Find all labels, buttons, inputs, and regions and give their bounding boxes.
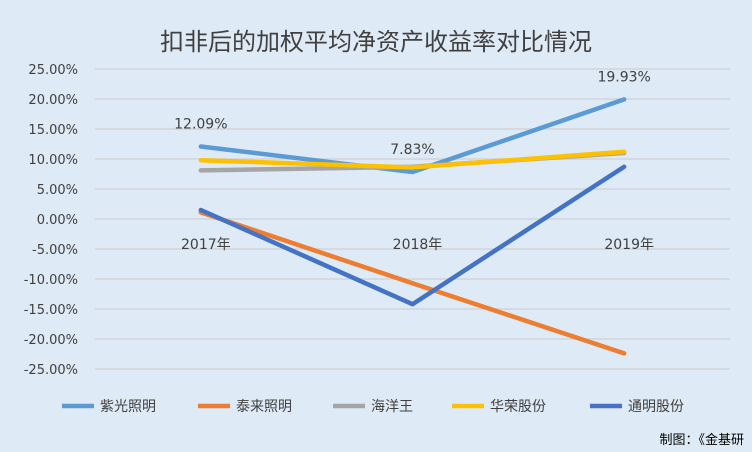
y-tick-label: 0.00%: [37, 213, 78, 228]
legend-label: 海洋王: [371, 399, 413, 415]
y-tick-label: -15.00%: [24, 303, 78, 318]
y-tick-label: 15.00%: [28, 123, 78, 138]
chart-title: 扣非后的加权平均净资产收益率对比情况: [160, 28, 592, 56]
legend-label: 紫光照明: [100, 399, 156, 415]
legend-label: 泰来照明: [236, 399, 292, 415]
y-tick-label: -25.00%: [24, 363, 78, 378]
data-label: 12.09%: [174, 116, 227, 132]
x-tick-label: 2018年: [393, 237, 443, 253]
y-tick-label: -10.00%: [24, 273, 78, 288]
data-label: 19.93%: [597, 69, 650, 85]
series-line-泰来照明: [198, 210, 627, 356]
y-tick-label: 20.00%: [28, 93, 78, 108]
data-label: 7.83%: [390, 142, 434, 158]
y-tick-label: 10.00%: [28, 153, 78, 168]
y-tick-label: 5.00%: [37, 183, 78, 198]
source-credit: 制图：《金基研: [659, 433, 744, 448]
y-tick-label: -5.00%: [32, 243, 78, 258]
legend-label: 华荣股份: [490, 399, 546, 415]
y-tick-label: -20.00%: [24, 333, 78, 348]
x-tick-label: 2017年: [181, 237, 231, 253]
legend-label: 通明股份: [628, 399, 684, 415]
y-tick-label: 25.00%: [28, 63, 78, 78]
x-tick-label: 2019年: [604, 237, 654, 253]
